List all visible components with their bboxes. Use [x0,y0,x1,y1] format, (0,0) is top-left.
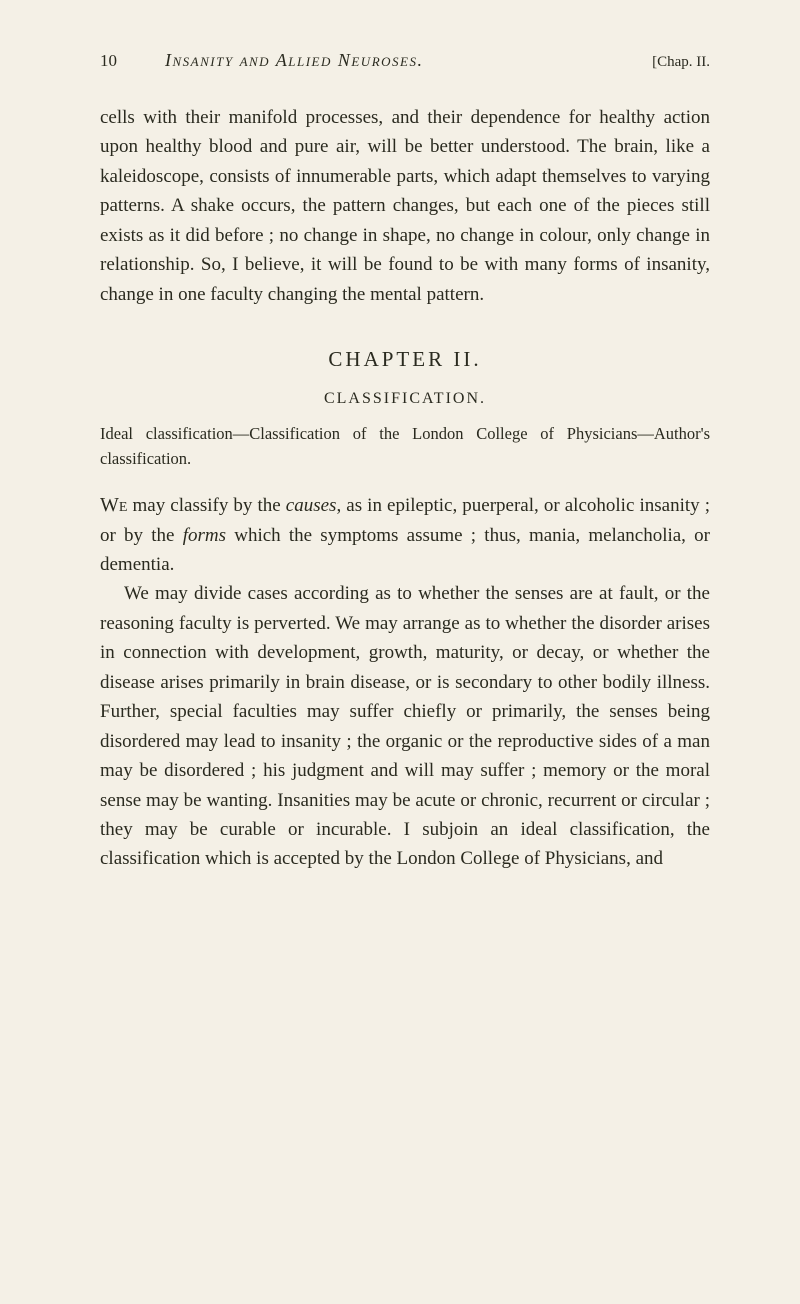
p1-italic-causes: causes [286,495,337,516]
chapter-heading: CHAPTER II. [100,347,710,372]
chapter-subtitle: CLASSIFICATION. [100,390,710,408]
running-title: Insanity and Allied Neuroses. [165,50,632,71]
chapter-reference: [Chap. II. [652,54,710,71]
paragraph-2: We may divide cases according as to whet… [100,579,710,873]
opening-paragraph: cells with their manifold processes, and… [100,103,710,309]
page-header: 10 Insanity and Allied Neuroses. [Chap. … [100,50,710,71]
p1-text1: may classify by the [127,495,285,516]
ideal-text-content: Ideal classification—Classification of t… [100,424,710,468]
opening-word: We [100,494,127,516]
page-number: 10 [100,51,117,71]
main-body-text: We may classify by the causes, as in epi… [100,490,710,874]
ideal-classification-summary: Ideal classification—Classification of t… [100,422,710,472]
paragraph-1: We may classify by the causes, as in epi… [100,490,710,580]
p1-italic-forms: forms [183,525,226,546]
